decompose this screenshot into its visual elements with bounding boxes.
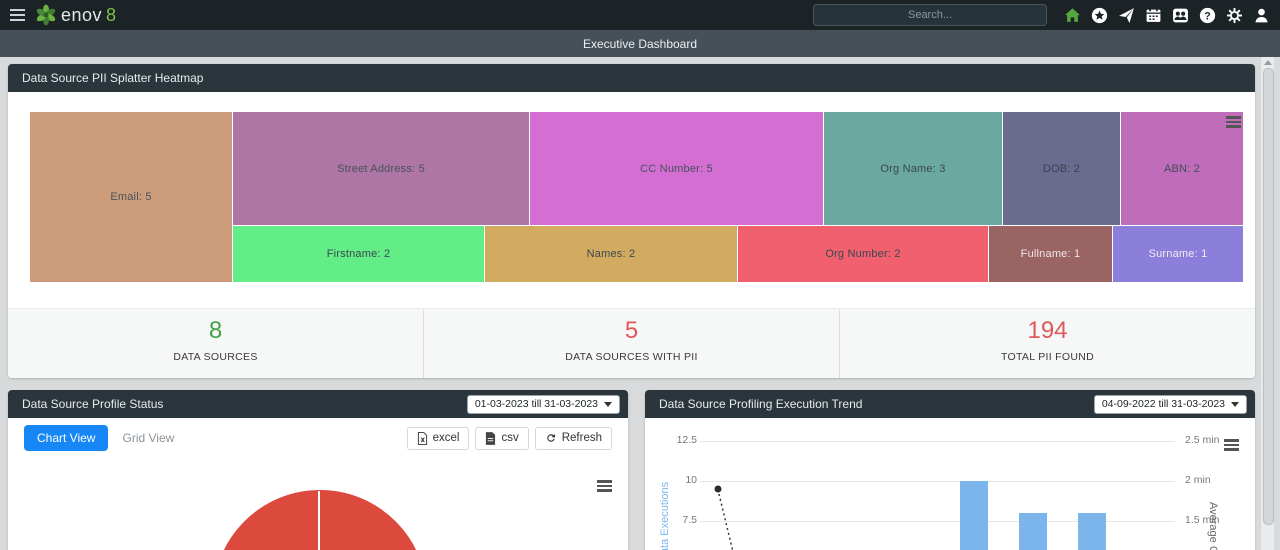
svg-text:?: ? (1204, 10, 1210, 22)
stat-data-sources-label: DATA SOURCES (173, 351, 258, 363)
pii-heatmap-title: Data Source PII Splatter Heatmap (22, 71, 204, 85)
export-csv-button[interactable]: csv (475, 426, 529, 450)
hamburger-menu-icon[interactable] (10, 6, 25, 24)
treemap-tile-surname[interactable]: Surname: 1 (1113, 226, 1243, 282)
pii-heatmap-panel: Data Source PII Splatter Heatmap Email: … (8, 64, 1255, 378)
page-title: Executive Dashboard (582, 36, 698, 51)
treemap-tile-fullname[interactable]: Fullname: 1 (989, 226, 1112, 282)
search-input[interactable] (813, 4, 1047, 26)
refresh-button[interactable]: Refresh (534, 426, 612, 450)
export-excel-label: excel (432, 432, 460, 444)
right-axis-tick: 2.5 min (1185, 434, 1220, 446)
gridline (700, 441, 1175, 442)
left-axis-tick: 7.5 (682, 514, 697, 526)
pii-treemap: Email: 5 Street Address: 5 CC Number: 5 … (30, 112, 1243, 282)
chart-view-button[interactable]: Chart View (24, 425, 109, 451)
treemap-tile-firstname[interactable]: Firstname: 2 (233, 226, 484, 282)
stat-data-sources-with-pii-value: 5 (624, 317, 639, 344)
page-title-bar: Executive Dashboard (0, 30, 1280, 57)
stat-total-pii-found: 194 TOTAL PII FOUND (839, 309, 1255, 378)
treemap-tile-cc-number[interactable]: CC Number: 5 (530, 112, 823, 225)
page-scrollbar[interactable] (1260, 57, 1274, 550)
top-navbar: enov 8 (0, 0, 1280, 30)
caret-down-icon (1231, 401, 1239, 407)
treemap-context-menu-icon[interactable] (1226, 114, 1241, 130)
stat-total-pii-found-value: 194 (1027, 317, 1068, 344)
right-axis-title: Average Cy (1207, 502, 1219, 550)
help-icon[interactable]: ? (1198, 6, 1216, 24)
export-buttons: excel csv Refresh (406, 426, 612, 450)
treemap-body: Email: 5 Street Address: 5 CC Number: 5 … (8, 92, 1255, 308)
profile-date-range-dropdown[interactable]: 01-03-2023 till 31-03-2023 (466, 394, 620, 414)
execution-trend-panel: Data Source Profiling Execution Trend 04… (645, 390, 1255, 550)
treemap-tile-email[interactable]: Email: 5 (30, 112, 232, 282)
star-icon[interactable] (1090, 6, 1108, 24)
scrollbar-thumb[interactable] (1263, 68, 1274, 525)
execution-trend-chart: 12.5 10 7.5 2.5 min 2 min 1.5 min Data E… (645, 390, 1255, 550)
stat-data-sources-value: 8 (208, 317, 223, 344)
export-csv-label: csv (501, 432, 519, 444)
treemap-tile-org-name[interactable]: Org Name: 3 (824, 112, 1002, 225)
execution-trend-header: Data Source Profiling Execution Trend 04… (645, 390, 1255, 418)
left-axis-tick: 10 (685, 474, 697, 486)
stat-total-pii-found-label: TOTAL PII FOUND (1001, 351, 1094, 363)
excel-file-icon (417, 431, 427, 445)
brand-logo[interactable]: enov 8 (35, 4, 116, 26)
profile-status-title: Data Source Profile Status (22, 397, 164, 411)
treemap-tile-org-number[interactable]: Org Number: 2 (738, 226, 988, 282)
grid-view-button[interactable]: Grid View (118, 425, 178, 451)
treemap-tile-names[interactable]: Names: 2 (485, 226, 737, 282)
settings-gear-icon[interactable] (1225, 6, 1243, 24)
trend-date-range-label: 04-09-2022 till 31-03-2023 (1101, 398, 1225, 410)
donut-slice-divider (318, 491, 320, 550)
treemap-tile-abn[interactable]: ABN: 2 (1121, 112, 1243, 225)
users-icon[interactable] (1171, 6, 1189, 24)
treemap-tile-dob[interactable]: DOB: 2 (1003, 112, 1120, 225)
brand-name: enov (61, 4, 103, 25)
average-cycle-dashed-line (714, 485, 734, 550)
stat-data-sources-with-pii: 5 DATA SOURCES WITH PII (423, 309, 839, 378)
left-axis-title: Data Executions (659, 481, 671, 550)
profile-date-range-label: 01-03-2023 till 31-03-2023 (474, 398, 598, 410)
stat-data-sources: 8 DATA SOURCES (8, 309, 423, 378)
calendar-icon[interactable] (1144, 6, 1162, 24)
profile-status-panel: Data Source Profile Status 01-03-2023 ti… (8, 390, 628, 550)
gridline (700, 521, 1175, 522)
stat-data-sources-with-pii-label: DATA SOURCES WITH PII (565, 351, 698, 363)
executions-bar-1[interactable] (960, 481, 988, 550)
executions-bar-2[interactable] (1019, 513, 1047, 550)
csv-file-icon (486, 431, 496, 445)
donut-context-menu-icon[interactable] (597, 478, 612, 494)
pii-heatmap-header: Data Source PII Splatter Heatmap (8, 64, 1255, 92)
profile-status-header: Data Source Profile Status 01-03-2023 ti… (8, 390, 628, 418)
trend-context-menu-icon[interactable] (1224, 437, 1239, 453)
refresh-label: Refresh (561, 432, 602, 444)
scroll-up-arrow-icon[interactable] (1264, 60, 1272, 65)
executions-bar-3[interactable] (1078, 513, 1106, 550)
right-axis-tick: 2 min (1185, 474, 1211, 486)
execution-trend-title: Data Source Profiling Execution Trend (659, 397, 863, 411)
pii-stats-row: 8 DATA SOURCES 5 DATA SOURCES WITH PII 1… (8, 308, 1255, 378)
navbar-icons: ? (1063, 6, 1270, 24)
trend-date-range-dropdown[interactable]: 04-09-2022 till 31-03-2023 (1093, 394, 1247, 414)
right-axis-tick: 1.5 min (1185, 514, 1220, 526)
profile-toolbar: Chart View Grid View excel csv Refresh (8, 418, 628, 451)
refresh-icon (546, 433, 555, 442)
brand-suffix: 8 (106, 4, 117, 25)
user-profile-icon[interactable] (1252, 6, 1270, 24)
export-excel-button[interactable]: excel (406, 426, 470, 450)
gridline (700, 481, 1175, 482)
left-axis-tick: 12.5 (676, 434, 697, 446)
enov8-flower-icon (36, 4, 56, 26)
send-icon[interactable] (1117, 6, 1135, 24)
home-icon[interactable] (1063, 6, 1081, 24)
treemap-tile-street-address[interactable]: Street Address: 5 (233, 112, 529, 225)
profile-status-donut-chart[interactable] (213, 490, 427, 550)
caret-down-icon (604, 401, 612, 407)
